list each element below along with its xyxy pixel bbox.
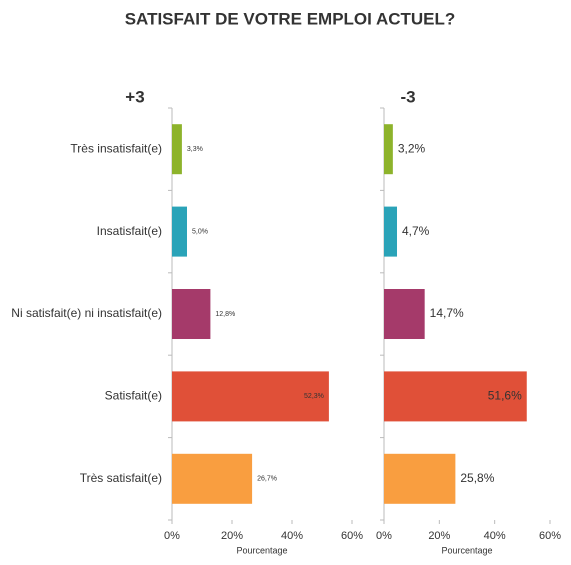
page-title: SATISFAIT DE VOTRE EMPLOI ACTUEL? [125, 9, 456, 28]
value-label: 26,7% [257, 476, 277, 483]
x-tick-label: 0% [376, 530, 392, 542]
bar [384, 289, 425, 339]
chart-title: -3 [400, 87, 415, 106]
x-tick-label: 60% [539, 530, 561, 542]
x-axis-label: Pourcentage [236, 545, 287, 555]
value-label: 5,0% [192, 228, 208, 235]
value-label: 3,2% [398, 141, 426, 155]
bar [384, 371, 527, 422]
x-axis-label: Pourcentage [441, 545, 492, 555]
value-label: 51,6% [488, 389, 522, 403]
bar [172, 371, 329, 422]
y-tick-label: Ni satisfait(e) ni insatisfait(e) [11, 306, 162, 320]
x-tick-label: 40% [484, 530, 506, 542]
value-label: 14,7% [430, 306, 464, 320]
value-label: 4,7% [402, 224, 430, 238]
y-tick-label: Très insatisfait(e) [70, 141, 162, 155]
bar [384, 206, 398, 257]
bar [172, 124, 182, 175]
y-tick-label: Satisfait(e) [105, 389, 162, 403]
y-tick-label: Très satisfait(e) [80, 471, 162, 485]
value-label: 25,8% [460, 471, 494, 485]
chart-title: +3 [125, 87, 144, 106]
x-tick-label: 40% [281, 530, 303, 542]
x-tick-label: 0% [164, 530, 180, 542]
bar [172, 453, 253, 504]
bar [384, 453, 456, 504]
value-label: 3,3% [187, 146, 203, 153]
value-label: 12,8% [215, 311, 235, 318]
bar [384, 124, 393, 175]
x-tick-label: 20% [221, 530, 243, 542]
value-label: 52,3% [304, 393, 324, 400]
x-tick-label: 20% [428, 530, 450, 542]
x-tick-label: 60% [341, 530, 363, 542]
y-tick-label: Insatisfait(e) [97, 224, 162, 238]
bar [172, 206, 187, 257]
bar [172, 289, 211, 339]
